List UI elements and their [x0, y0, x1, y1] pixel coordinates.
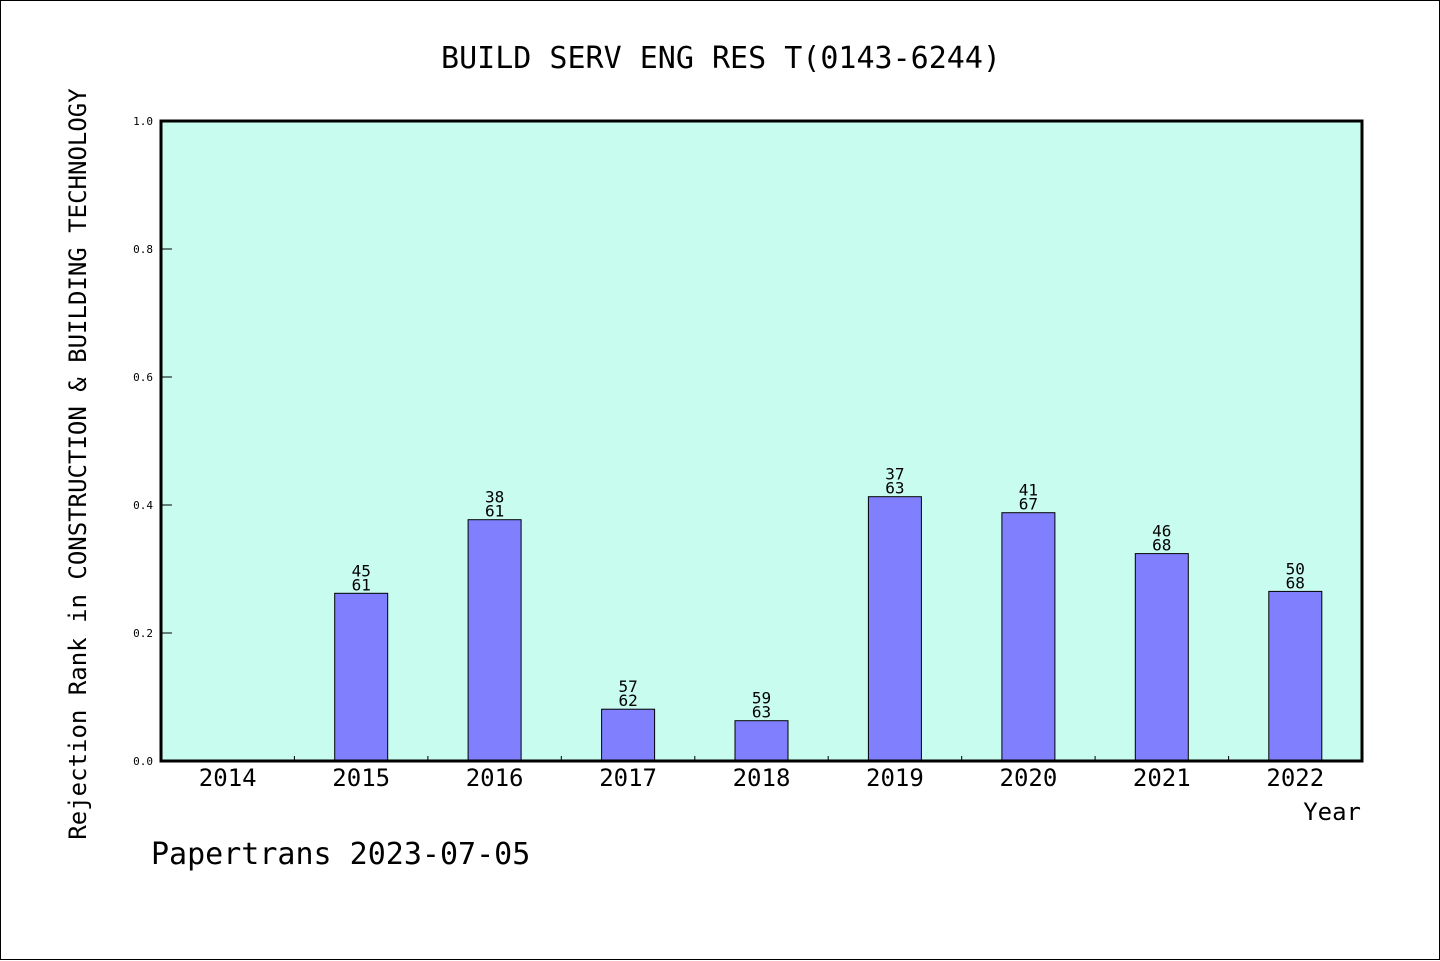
- y-tick-label-0.0: 0.0: [133, 755, 153, 768]
- bars-group: [334, 496, 1323, 762]
- bar-label-bottom-2015: 61: [352, 575, 371, 594]
- plot-border: [159, 119, 1364, 763]
- x-tick-label-2017: 2017: [599, 764, 657, 792]
- y-tick-label-1.0: 1.0: [133, 115, 153, 128]
- bar-label-bottom-2018: 63: [752, 703, 771, 722]
- bar-label-top-2022: 50: [1286, 559, 1305, 578]
- bar-2017: [601, 708, 656, 762]
- bar-label-bottom-2017: 62: [618, 691, 637, 710]
- bar-label-bottom-2016: 61: [485, 502, 504, 521]
- bar-label-top-2018: 59: [752, 689, 771, 708]
- x-tick-label-2015: 2015: [332, 764, 390, 792]
- bar-label-top-2021: 46: [1152, 522, 1171, 541]
- y-tick-label-0.8: 0.8: [133, 243, 153, 256]
- x-ticks-group: 2014 2015 2016 2017 2018 2019 2020 2021 2022: [199, 756, 1324, 792]
- bar-2018: [734, 720, 789, 762]
- bar-2015: [334, 592, 389, 762]
- bar-2022: [1268, 590, 1323, 762]
- chart-title: BUILD SERV ENG RES T(0143-6244): [441, 41, 1001, 76]
- bar-2020: [1001, 512, 1056, 762]
- x-axis-label: Year: [1303, 798, 1361, 826]
- bar-label-top-2019: 37: [885, 465, 904, 484]
- x-tick-label-2016: 2016: [466, 764, 524, 792]
- bar-label-bottom-2022: 68: [1286, 573, 1305, 592]
- bar-label-bottom-2019: 63: [885, 479, 904, 498]
- bar-label-bottom-2020: 67: [1019, 495, 1038, 514]
- bar-label-top-2016: 38: [485, 488, 504, 507]
- bar-label-top-2017: 57: [618, 677, 637, 696]
- bar-label-top-2020: 41: [1019, 481, 1038, 500]
- footer-text: Papertrans 2023-07-05: [151, 837, 530, 872]
- bar-2021: [1134, 553, 1189, 762]
- y-tick-label-0.4: 0.4: [133, 499, 153, 512]
- bar-2016: [467, 519, 522, 762]
- bar-2019: [867, 496, 922, 762]
- x-tick-label-2021: 2021: [1133, 764, 1191, 792]
- x-tick-label-2020: 2020: [1000, 764, 1058, 792]
- x-tick-label-2019: 2019: [866, 764, 924, 792]
- y-tick-label-0.2: 0.2: [133, 627, 153, 640]
- y-axis-label: Rejection Rank in CONSTRUCTION & BUILDIN…: [64, 88, 92, 840]
- x-tick-label-2014: 2014: [199, 764, 257, 792]
- bar-label-top-2015: 45: [352, 561, 371, 580]
- bar-label-bottom-2021: 68: [1152, 536, 1171, 555]
- x-tick-label-2018: 2018: [733, 764, 791, 792]
- y-ticks-group: 0.0 0.2 0.4 0.6 0.8 1.0: [133, 115, 172, 768]
- y-tick-label-0.6: 0.6: [133, 371, 153, 384]
- x-tick-label-2022: 2022: [1266, 764, 1324, 792]
